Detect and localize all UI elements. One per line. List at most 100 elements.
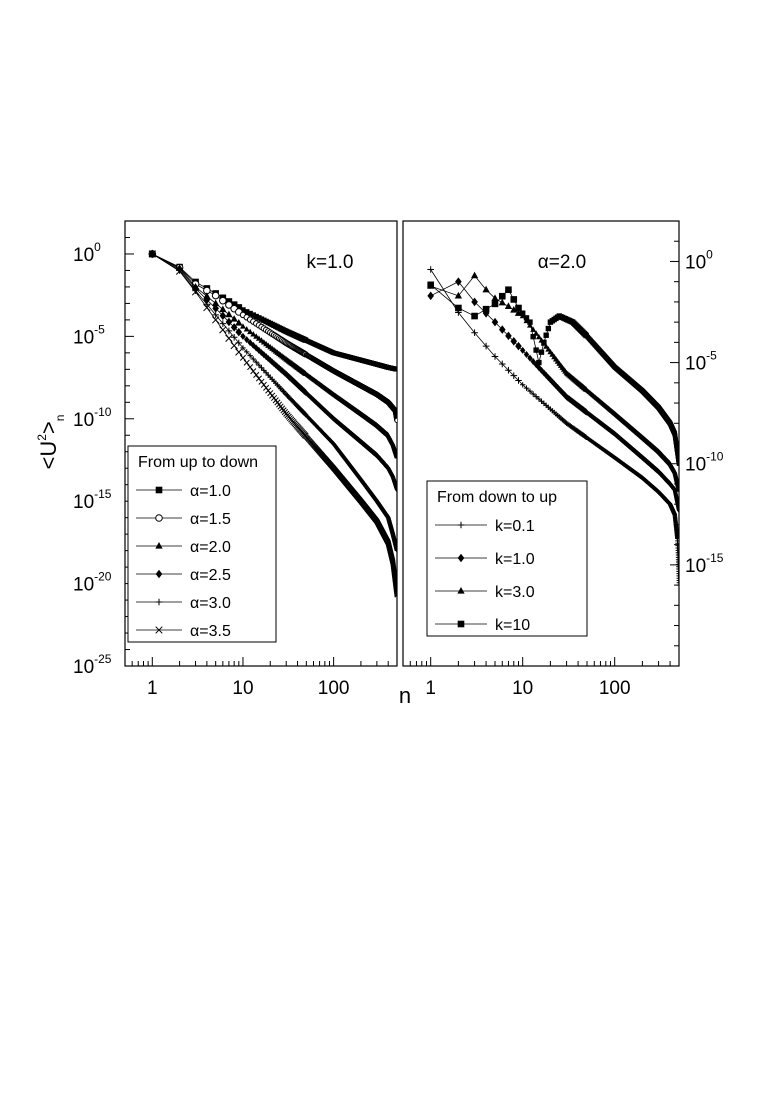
left-legend-entry: α=2.0 [136,539,231,556]
left-legend-marker [155,626,163,634]
left-legend-entry: α=3.5 [136,623,231,640]
right-data-point [676,487,679,492]
left-data-point [203,304,211,312]
right-data-point [482,305,490,313]
right-x-tick-label: 10 [512,678,533,699]
left-data-point [212,299,220,307]
left-data-point [230,315,238,322]
right-data-point [455,277,462,286]
right-data-point [533,393,539,400]
right-data-point [471,312,478,320]
left-data-point [192,287,199,294]
right-data-point [519,310,526,316]
left-legend-entry: α=3.0 [136,595,231,612]
right-data-point [491,317,499,327]
left-x-tick-label: 100 [318,678,350,699]
left-data-point [212,304,219,313]
left-data-point [394,592,397,598]
right-data-point [470,271,479,279]
left-legend-marker [155,569,163,579]
right-series-2 [427,277,679,514]
right-data-point [556,385,563,393]
left-data-point [255,375,262,382]
right-data-point [527,322,533,328]
right-data-point [543,332,549,338]
left-data-point [235,304,243,311]
left-data-point [225,334,233,342]
left-data-point [191,288,200,296]
left-data-point [243,326,250,332]
left-data-point [244,349,250,355]
right-data-point [505,331,512,341]
right-data-point [491,300,499,308]
right-data-point [505,366,512,374]
left-data-point [230,333,238,341]
right-x-tick-label: 1 [425,678,436,699]
right-data-point [541,369,547,377]
left-data-point [253,313,259,320]
right-data-point [482,342,490,350]
right-y-tick-label: 100 [685,247,713,273]
left-legend-title: From up to down [138,454,258,471]
left-data-point [243,359,250,366]
right-data-point [427,281,434,289]
left-legend-label: α=2.0 [190,539,231,556]
right-series-group [427,266,679,588]
left-data-point [239,354,247,361]
right-data-point [515,341,522,351]
right-data-point [543,371,549,379]
left-legend-entry: α=2.5 [136,567,231,584]
left-data-point [240,307,246,313]
right-data-point [498,325,506,334]
left-data-point [148,250,156,258]
left-data-point [212,311,219,319]
left-data-point [247,352,253,359]
right-y-tick-label: 10-10 [685,450,724,476]
right-data-point [519,382,526,388]
left-data-point [219,296,227,305]
left-data-point [287,395,293,402]
left-data-point [244,309,250,315]
left-data-point [219,311,227,321]
right-data-point [519,346,526,354]
left-legend-marker [155,486,163,494]
right-data-point [549,378,556,386]
left-data-point [250,312,256,318]
left-y-tick-label: 10-20 [73,570,112,596]
right-data-point [427,291,434,301]
left-y-tick-label: 10-5 [73,322,105,348]
left-data-point [240,345,246,351]
right-data-point [471,297,478,307]
right-data-point [533,347,539,353]
left-data-point [212,316,220,324]
right-data-point [455,304,462,312]
left-data-point [203,295,211,304]
right-data-point [510,372,518,379]
left-data-point [225,301,233,309]
left-data-point [225,310,233,318]
left-series-2 [148,250,397,424]
right-data-point [527,354,533,362]
right-data-point [498,292,506,300]
right-data-point [505,286,512,294]
left-data-point [253,359,259,365]
left-data-point [235,348,243,356]
right-data-point [515,377,522,384]
right-data-point [523,315,530,321]
left-panel-annotation: k=1.0 [306,252,353,273]
left-data-point [286,394,292,400]
left-data-point [253,333,260,339]
left-data-point [256,362,262,368]
right-data-point [523,385,530,391]
right-data-point [541,339,547,346]
right-data-point [491,294,499,301]
right-data-point [454,291,463,299]
left-data-point [247,310,253,317]
left-data-point [250,368,257,375]
right-data-point [535,333,542,340]
left-data-point [230,323,238,332]
right-data-point [538,349,545,355]
left-data-point [230,301,238,308]
